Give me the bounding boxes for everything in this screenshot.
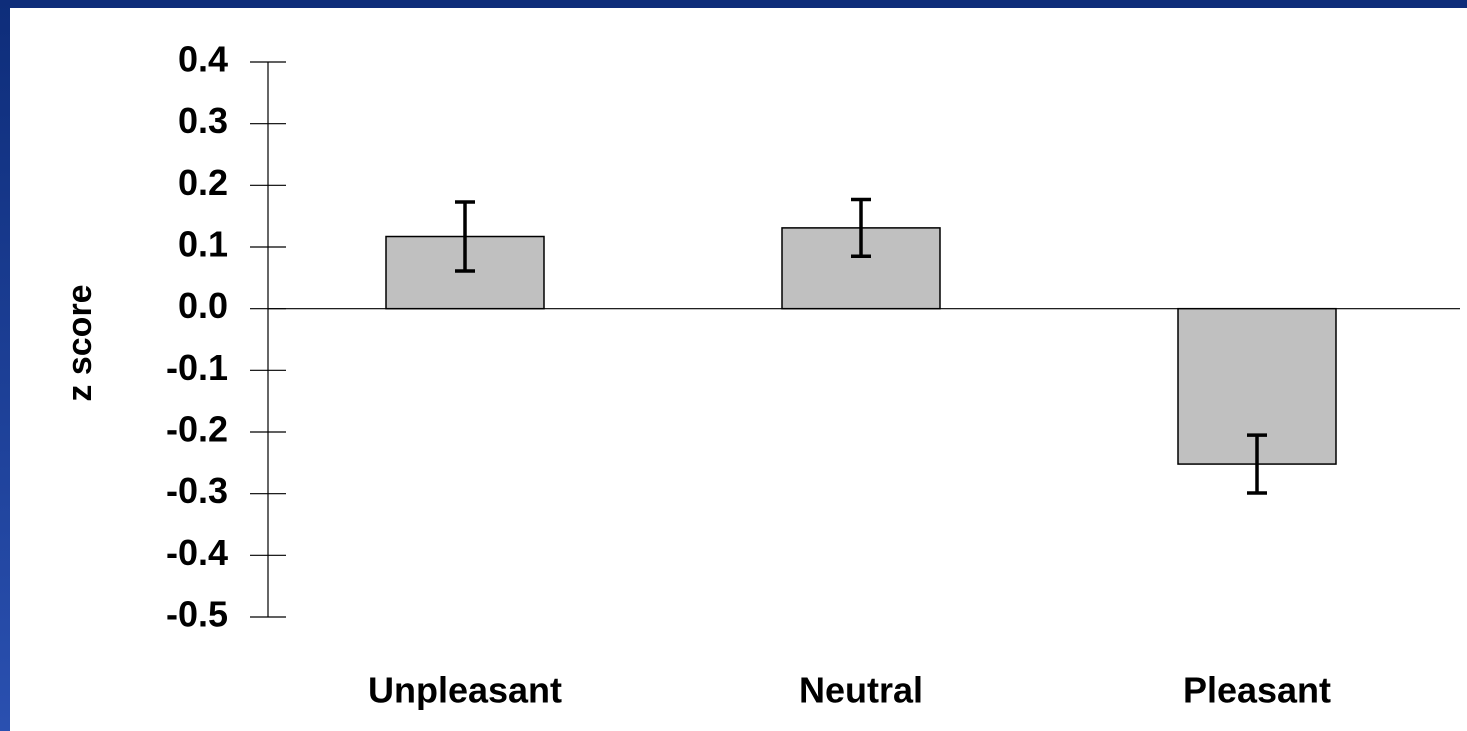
x-tick-label: Neutral bbox=[799, 670, 923, 711]
y-tick-label: 0.3 bbox=[178, 100, 228, 141]
y-tick-label: 0.1 bbox=[178, 224, 228, 265]
y-tick-label: -0.1 bbox=[166, 347, 228, 388]
y-tick-label: 0.4 bbox=[178, 39, 228, 80]
frame-top bbox=[0, 0, 1467, 8]
y-tick-label: -0.3 bbox=[166, 470, 228, 511]
y-tick-label: -0.2 bbox=[166, 409, 228, 450]
y-tick-label: 0.2 bbox=[178, 162, 228, 203]
frame-left bbox=[0, 0, 10, 731]
x-tick-label: Unpleasant bbox=[368, 670, 562, 711]
x-tick-label: Pleasant bbox=[1183, 670, 1331, 711]
y-axis-title: z score bbox=[61, 284, 99, 401]
y-tick-label: -0.5 bbox=[166, 594, 228, 635]
y-tick-label: 0.0 bbox=[178, 285, 228, 326]
y-tick-label: -0.4 bbox=[166, 532, 228, 573]
